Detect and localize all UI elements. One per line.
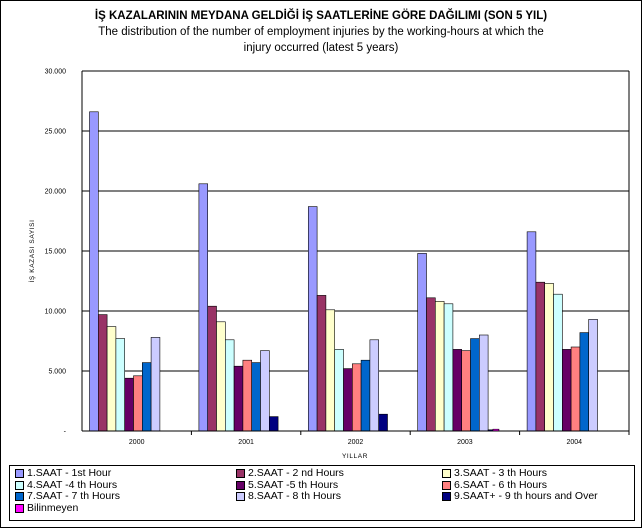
bar xyxy=(307,206,318,432)
bar xyxy=(553,293,563,432)
x-axis-label: YILLAR xyxy=(342,453,368,460)
y-tick-label: 15.000 xyxy=(45,249,67,256)
legend-label: 2.SAAT - 2 nd Hours xyxy=(248,467,344,479)
bar xyxy=(351,363,362,432)
x-tick-label: 2001 xyxy=(238,439,254,446)
bar xyxy=(150,337,161,432)
x-tick-label: 2004 xyxy=(567,439,583,446)
legend-label: 6.SAAT - 6 th Hours xyxy=(454,478,547,491)
legend-label: 9.SAAT+ - 9 th hours and Over xyxy=(454,490,598,502)
y-tick-label: - xyxy=(64,429,67,436)
y-tick-label: 10.000 xyxy=(45,309,67,316)
bar xyxy=(268,416,279,432)
legend-swatch xyxy=(442,492,451,501)
bar xyxy=(579,332,590,432)
bar xyxy=(570,346,581,432)
legend: 1.SAAT - 1st Hour 2.SAAT - 2 nd Hours 3.SA… xyxy=(9,465,635,521)
bar xyxy=(470,338,480,432)
legend-swatch xyxy=(236,492,245,501)
bar xyxy=(561,349,572,432)
y-tick-label: 30.000 xyxy=(45,69,67,76)
x-tick-label: 2000 xyxy=(129,439,145,446)
chart-title: İŞ KAZALARININ MEYDANA GELDİĞİ İŞ SAATLE… xyxy=(94,10,548,22)
legend-swatch xyxy=(442,469,451,478)
bar xyxy=(343,368,353,432)
bar xyxy=(360,359,371,432)
legend-label: 4.SAAT -4 th Hours xyxy=(27,478,118,491)
x-tick-label: 2002 xyxy=(348,439,364,446)
bar xyxy=(434,301,445,432)
bar xyxy=(426,297,436,432)
legend-label: 7.SAAT - 7 th Hours xyxy=(27,490,120,502)
bar xyxy=(417,253,427,432)
bar xyxy=(588,319,598,432)
legend-swatch xyxy=(236,480,245,490)
chart-subtitle-line-2: injury occurred (latest 5 years) xyxy=(243,42,399,54)
x-tick-label: 2003 xyxy=(457,439,473,446)
legend-swatch xyxy=(15,469,24,478)
bar xyxy=(369,339,379,432)
bar xyxy=(225,339,235,432)
bar xyxy=(216,321,226,432)
y-axis-label: İŞ KAZASI SAYISI xyxy=(27,220,36,283)
bar xyxy=(124,377,134,432)
bar xyxy=(452,349,462,432)
bar xyxy=(544,283,554,432)
bar xyxy=(89,111,99,432)
legend-label: Bilinmeyen xyxy=(27,501,79,514)
bar xyxy=(325,309,335,432)
y-tick-labels: - 5.000 10.000 15.000 20.000 25.000 30.000 xyxy=(45,69,67,436)
x-tick-labels: 2000 2001 2002 2003 2004 xyxy=(129,431,630,446)
y-tick-label: 20.000 xyxy=(45,189,67,196)
legend-label: 8.SAAT - 8 th Hours xyxy=(248,490,341,502)
bar xyxy=(478,334,489,432)
legend-swatch xyxy=(15,480,24,490)
legend-label: 5.SAAT -5 th Hours xyxy=(248,478,339,491)
chart-subtitle-line-1: The distribution of the number of employ… xyxy=(98,26,544,38)
bar xyxy=(526,231,537,432)
legend-label: 1.SAAT - 1st Hour xyxy=(27,467,112,479)
bar xyxy=(198,183,208,432)
y-tick-label: 5.000 xyxy=(48,369,66,376)
bar xyxy=(242,359,252,432)
legend-swatch xyxy=(236,469,245,478)
bars-group xyxy=(89,111,598,432)
bar xyxy=(535,281,546,432)
bar xyxy=(142,362,152,432)
bar xyxy=(334,349,344,432)
bar xyxy=(260,350,270,432)
legend-swatch xyxy=(15,503,24,513)
bar-chart: - 5.000 10.000 15.000 20.000 25.000 30.000 200… xyxy=(27,69,630,460)
bar xyxy=(207,305,217,432)
bar xyxy=(133,375,143,432)
legend-label: 3.SAAT - 3 th Hours xyxy=(454,467,547,479)
bar xyxy=(461,350,471,432)
bar xyxy=(98,314,108,432)
y-tick-label: 25.000 xyxy=(45,129,67,136)
legend-swatch xyxy=(15,492,24,501)
legend-swatch xyxy=(442,480,451,490)
bar xyxy=(251,362,261,432)
bar xyxy=(106,326,117,432)
bar xyxy=(443,303,454,432)
bar xyxy=(316,295,327,432)
bar xyxy=(378,413,388,432)
bar xyxy=(115,338,126,432)
bar xyxy=(233,365,244,432)
